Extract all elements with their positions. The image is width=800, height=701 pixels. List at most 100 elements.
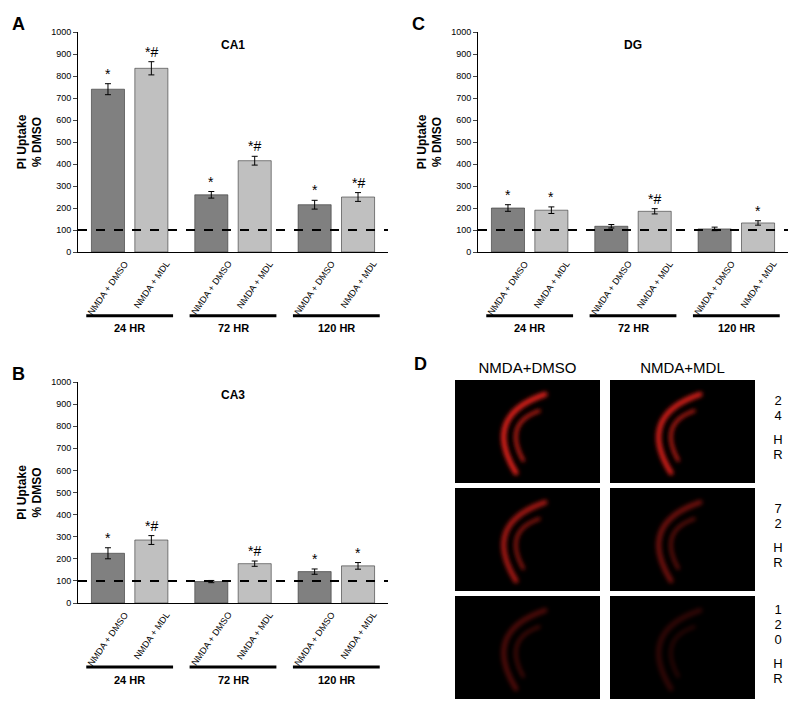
svg-text:800: 800	[456, 71, 471, 81]
svg-text:H: H	[773, 432, 782, 447]
svg-text:*#: *#	[352, 175, 365, 191]
svg-text:200: 200	[456, 203, 471, 213]
svg-text:*: *	[505, 187, 511, 203]
svg-text:NMDA + MDL: NMDA + MDL	[132, 610, 172, 661]
svg-text:400: 400	[456, 159, 471, 169]
svg-text:120 HR: 120 HR	[318, 322, 355, 334]
svg-text:NMDA + DMSO: NMDA + DMSO	[189, 610, 233, 668]
svg-text:NMDA + MDL: NMDA + MDL	[532, 259, 572, 310]
svg-text:0: 0	[66, 598, 71, 608]
svg-text:120 HR: 120 HR	[318, 674, 355, 686]
svg-text:72 HR: 72 HR	[218, 674, 249, 686]
svg-text:800: 800	[56, 71, 71, 81]
svg-text:B: B	[12, 364, 25, 384]
svg-text:500: 500	[56, 137, 71, 147]
svg-text:*#: *#	[145, 518, 158, 534]
svg-text:NMDA + DMSO: NMDA + DMSO	[486, 259, 530, 317]
svg-text:NMDA + DMSO: NMDA + DMSO	[293, 259, 337, 317]
svg-text:72 HR: 72 HR	[618, 322, 649, 334]
svg-text:*: *	[312, 182, 318, 198]
svg-text:*#: *#	[648, 191, 661, 207]
svg-text:300: 300	[56, 181, 71, 191]
svg-text:NMDA + MDL: NMDA + MDL	[739, 259, 779, 310]
svg-text:*: *	[755, 203, 761, 219]
svg-text:PI Uptake% DMSO: PI Uptake% DMSO	[415, 114, 445, 169]
svg-text:0: 0	[774, 632, 781, 647]
svg-text:24 HR: 24 HR	[114, 322, 145, 334]
svg-text:24 HR: 24 HR	[114, 674, 145, 686]
svg-text:*: *	[105, 66, 111, 82]
svg-text:700: 700	[456, 93, 471, 103]
svg-text:4: 4	[774, 408, 781, 423]
svg-text:300: 300	[456, 181, 471, 191]
svg-text:120 HR: 120 HR	[718, 322, 755, 334]
svg-text:NMDA + MDL: NMDA + MDL	[235, 610, 275, 661]
svg-text:2: 2	[774, 516, 781, 531]
svg-text:NMDA + MDL: NMDA + MDL	[132, 259, 172, 310]
svg-text:PI Uptake% DMSO: PI Uptake% DMSO	[15, 465, 45, 520]
svg-text:700: 700	[56, 443, 71, 453]
svg-text:400: 400	[56, 159, 71, 169]
svg-text:100: 100	[56, 576, 71, 586]
svg-text:R: R	[773, 555, 782, 570]
svg-text:NMDA+MDL: NMDA+MDL	[640, 359, 725, 376]
svg-text:200: 200	[56, 203, 71, 213]
svg-text:NMDA + DMSO: NMDA + DMSO	[292, 610, 336, 668]
svg-text:*: *	[355, 545, 361, 561]
svg-text:900: 900	[456, 49, 471, 59]
svg-text:NMDA + DMSO: NMDA + DMSO	[693, 259, 737, 317]
svg-text:2: 2	[774, 393, 781, 408]
svg-text:A: A	[12, 14, 25, 34]
svg-text:DG: DG	[624, 38, 642, 52]
svg-text:100: 100	[56, 225, 71, 235]
svg-text:72 HR: 72 HR	[218, 322, 249, 334]
svg-text:PI Uptake% DMSO: PI Uptake% DMSO	[15, 114, 45, 169]
svg-text:400: 400	[56, 510, 71, 520]
svg-text:*#: *#	[248, 543, 261, 559]
svg-text:H: H	[773, 540, 782, 555]
svg-text:CA1: CA1	[221, 38, 245, 52]
svg-text:800: 800	[56, 421, 71, 431]
svg-text:600: 600	[56, 466, 71, 476]
svg-text:1000: 1000	[451, 27, 471, 37]
svg-text:*#: *#	[145, 44, 158, 60]
svg-text:NMDA + DMSO: NMDA + DMSO	[189, 259, 233, 317]
svg-text:CA3: CA3	[221, 388, 245, 402]
svg-text:D: D	[414, 354, 427, 374]
svg-text:NMDA + DMSO: NMDA + DMSO	[86, 259, 130, 317]
svg-text:NMDA+DMSO: NMDA+DMSO	[479, 359, 577, 376]
svg-text:900: 900	[56, 399, 71, 409]
svg-text:C: C	[412, 14, 425, 34]
svg-text:NMDA + MDL: NMDA + MDL	[635, 259, 675, 310]
svg-text:1: 1	[774, 602, 781, 617]
svg-text:2: 2	[774, 617, 781, 632]
svg-text:900: 900	[56, 49, 71, 59]
svg-text:R: R	[773, 447, 782, 462]
svg-text:*#: *#	[248, 138, 261, 154]
svg-text:1000: 1000	[51, 377, 71, 387]
svg-text:0: 0	[66, 247, 71, 257]
svg-text:NMDA + DMSO: NMDA + DMSO	[86, 610, 130, 668]
svg-text:NMDA + MDL: NMDA + MDL	[235, 259, 275, 310]
svg-text:500: 500	[56, 488, 71, 498]
svg-text:200: 200	[56, 554, 71, 564]
svg-text:600: 600	[456, 115, 471, 125]
svg-text:NMDA + MDL: NMDA + MDL	[339, 259, 379, 310]
svg-text:NMDA + MDL: NMDA + MDL	[339, 610, 379, 661]
svg-text:500: 500	[456, 137, 471, 147]
svg-text:700: 700	[56, 93, 71, 103]
svg-text:*: *	[548, 189, 554, 205]
svg-text:24 HR: 24 HR	[514, 322, 545, 334]
svg-text:300: 300	[56, 532, 71, 542]
svg-text:7: 7	[774, 501, 781, 516]
svg-text:NMDA + DMSO: NMDA + DMSO	[589, 259, 633, 317]
svg-text:H: H	[773, 656, 782, 671]
svg-text:*: *	[105, 530, 111, 546]
svg-text:0: 0	[466, 247, 471, 257]
svg-text:1000: 1000	[51, 27, 71, 37]
svg-text:R: R	[773, 671, 782, 686]
svg-text:*: *	[208, 174, 214, 190]
svg-text:*: *	[312, 551, 318, 567]
svg-text:100: 100	[456, 225, 471, 235]
svg-text:600: 600	[56, 115, 71, 125]
